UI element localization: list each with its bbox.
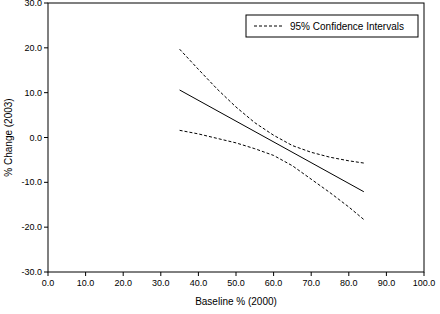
series-line [180,49,364,163]
x-tick [348,272,349,276]
y-tick-label: 10.0 [24,88,42,98]
x-tick [123,272,124,276]
plot-frame [48,3,424,272]
x-tick [48,272,49,276]
y-axis-label: % Change (2003) [3,98,14,176]
background [0,0,440,314]
x-tick-label: 0.0 [42,278,55,288]
y-tick-label: -30.0 [21,267,42,277]
legend-label: 95% Confidence Intervals [290,21,404,32]
y-tick-label: -10.0 [21,177,42,187]
y-tick [44,3,48,4]
x-tick-label: 50.0 [227,278,245,288]
x-tick-label: 100.0 [413,278,436,288]
y-tick-label: 20.0 [24,43,42,53]
plot-data [180,49,364,219]
x-tick-label: 60.0 [265,278,283,288]
x-tick-label: 20.0 [114,278,132,288]
x-tick [160,272,161,276]
x-tick [273,272,274,276]
series-line [180,130,364,219]
y-tick [44,47,48,48]
legend: 95% Confidence Intervals [246,15,418,37]
x-tick-label: 80.0 [340,278,358,288]
y-tick [44,182,48,183]
series-line [180,90,364,192]
x-tick [386,272,387,276]
x-tick [311,272,312,276]
y-tick-label: -20.0 [21,222,42,232]
y-tick [44,137,48,138]
y-tick [44,227,48,228]
legend-box [246,15,418,37]
y-tick [44,92,48,93]
x-tick-label: 90.0 [378,278,396,288]
x-tick [236,272,237,276]
chart: 0.0 10.0 20.0 30.0 40.0 50.0 60.0 70.0 80.0 90.0 1… [0,0,440,314]
x-tick [85,272,86,276]
y-tick [44,272,48,273]
legend-swatch [254,26,284,27]
x-tick-label: 10.0 [77,278,95,288]
x-tick [198,272,199,276]
y-tick-label: 0.0 [29,133,42,143]
x-tick [424,272,425,276]
x-tick-label: 30.0 [152,278,170,288]
x-tick-label: 40.0 [190,278,208,288]
x-tick-label: 70.0 [302,278,320,288]
y-tick-label: 30.0 [24,0,42,8]
x-axis-label: Baseline % (2000) [195,296,277,307]
